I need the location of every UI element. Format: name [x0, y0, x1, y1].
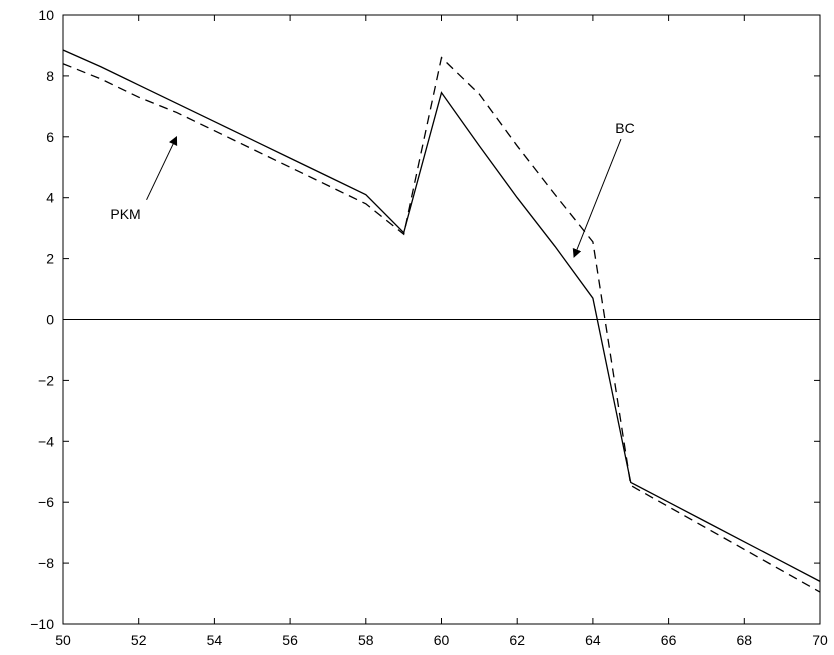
y-tick-label: −10 — [30, 616, 54, 632]
x-tick-label: 64 — [585, 632, 601, 648]
x-tick-label: 70 — [812, 632, 828, 648]
series-line-dashed — [62, 56, 821, 593]
bc-arrow — [572, 138, 622, 258]
annotations: PKM BC — [110, 120, 635, 258]
y-tick-label: 10 — [38, 7, 54, 23]
x-tick-label: 62 — [509, 632, 525, 648]
y-tick-label: −6 — [38, 494, 54, 510]
bc-label: BC — [615, 120, 634, 136]
x-tick-label: 58 — [358, 632, 374, 648]
pkm-label: PKM — [110, 206, 140, 222]
y-tick-label: 4 — [46, 190, 54, 206]
y-tick-label: −8 — [38, 555, 54, 571]
pkm-arrow — [146, 135, 178, 201]
y-tick-label: −2 — [38, 372, 54, 388]
series-group — [62, 49, 821, 593]
y-tick-label: 2 — [46, 251, 54, 267]
x-tick-label: 66 — [661, 632, 677, 648]
x-tick-label: 54 — [207, 632, 223, 648]
y-tick-label: 8 — [46, 68, 54, 84]
y-tick-label: 6 — [46, 129, 54, 145]
x-tick-label: 56 — [282, 632, 298, 648]
y-tick-label: 0 — [46, 312, 54, 328]
x-tick-label: 60 — [434, 632, 450, 648]
series-line-solid — [62, 49, 821, 582]
x-tick-label: 50 — [55, 632, 71, 648]
x-tick-label: 68 — [737, 632, 753, 648]
x-tick-label: 52 — [131, 632, 147, 648]
y-tick-label: −4 — [38, 433, 54, 449]
